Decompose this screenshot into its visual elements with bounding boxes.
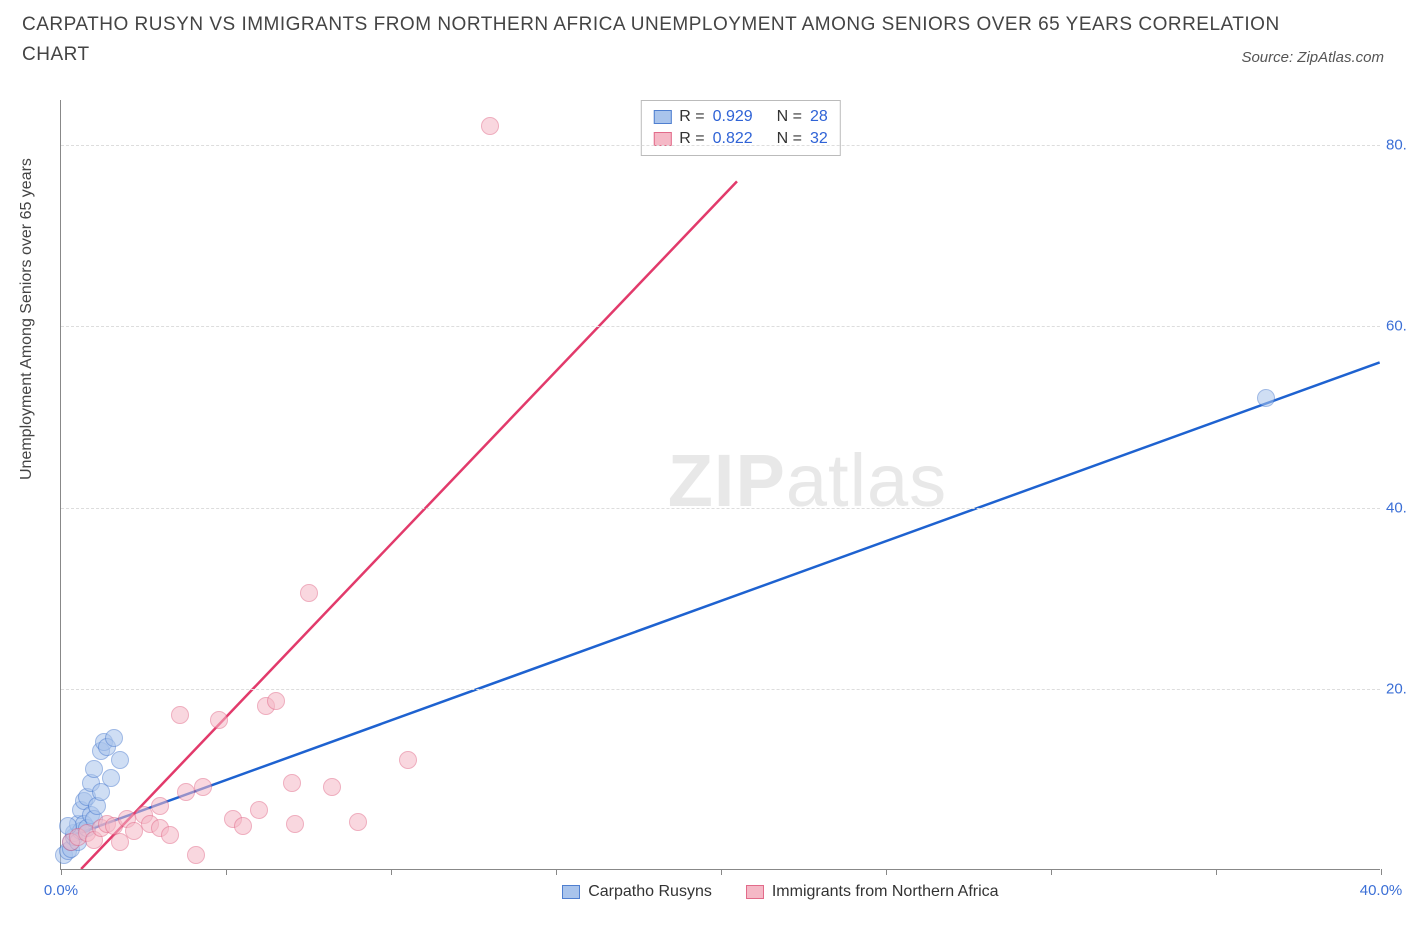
x-tick-mark [721,869,722,875]
x-tick-mark [226,869,227,875]
legend-label: Carpatho Rusyns [588,883,712,901]
data-point [399,751,417,769]
data-point [102,769,120,787]
x-tick-mark [556,869,557,875]
data-point [171,706,189,724]
data-point [286,815,304,833]
data-point [234,817,252,835]
x-tick-mark [886,869,887,875]
y-axis-label: Unemployment Among Seniors over 65 years [18,158,36,480]
data-point [161,826,179,844]
data-point [267,692,285,710]
data-point [105,729,123,747]
data-point [125,822,143,840]
data-point [349,813,367,831]
data-point [323,778,341,796]
source-attribution: Source: ZipAtlas.com [1241,49,1384,66]
data-point [151,797,169,815]
data-point [111,751,129,769]
stat-r-value: 0.929 [713,108,753,126]
data-point [300,584,318,602]
y-tick-label: 60.0% [1386,318,1406,335]
stats-row: R =0.822N =32 [653,128,828,150]
data-point [250,801,268,819]
stat-n-label: N = [777,108,802,126]
x-tick-mark [1051,869,1052,875]
data-point [177,783,195,801]
legend: Carpatho Rusyns Immigrants from Northern … [562,883,998,901]
stats-swatch [653,132,671,146]
chart-title-line2: CHART [22,44,90,66]
data-point [194,778,212,796]
gridline-h [61,689,1380,690]
data-point [210,711,228,729]
scatter-plot-area: ZIPatlas R =0.929N =28R =0.822N =32 Carp… [60,100,1380,870]
x-tick-label: 40.0% [1360,882,1403,899]
y-tick-label: 40.0% [1386,499,1406,516]
legend-swatch [562,885,580,899]
stat-r-label: R = [679,108,704,126]
x-tick-mark [61,869,62,875]
legend-item: Carpatho Rusyns [562,883,712,901]
correlation-stats-box: R = 0.929 N = 28 R =0.822N =32 [640,100,841,156]
data-point [283,774,301,792]
trend-lines [61,100,1380,869]
data-point [1257,389,1275,407]
data-point [85,760,103,778]
stat-n-value: 28 [810,108,828,126]
x-tick-mark [1216,869,1217,875]
gridline-h [61,145,1380,146]
y-tick-label: 20.0% [1386,680,1406,697]
stats-swatch [653,110,671,124]
data-point [187,846,205,864]
data-point [481,117,499,135]
y-tick-label: 80.0% [1386,137,1406,154]
gridline-h [61,508,1380,509]
regression-line [68,362,1380,837]
legend-swatch [746,885,764,899]
legend-item: Immigrants from Northern Africa [746,883,999,901]
chart-title-line1: CARPATHO RUSYN VS IMMIGRANTS FROM NORTHE… [22,14,1384,36]
watermark: ZIPatlas [668,438,947,523]
x-tick-mark [1381,869,1382,875]
gridline-h [61,326,1380,327]
x-tick-mark [391,869,392,875]
x-tick-label: 0.0% [44,882,78,899]
legend-label: Immigrants from Northern Africa [772,883,999,901]
stats-row: R = 0.929 N = 28 [653,106,828,128]
